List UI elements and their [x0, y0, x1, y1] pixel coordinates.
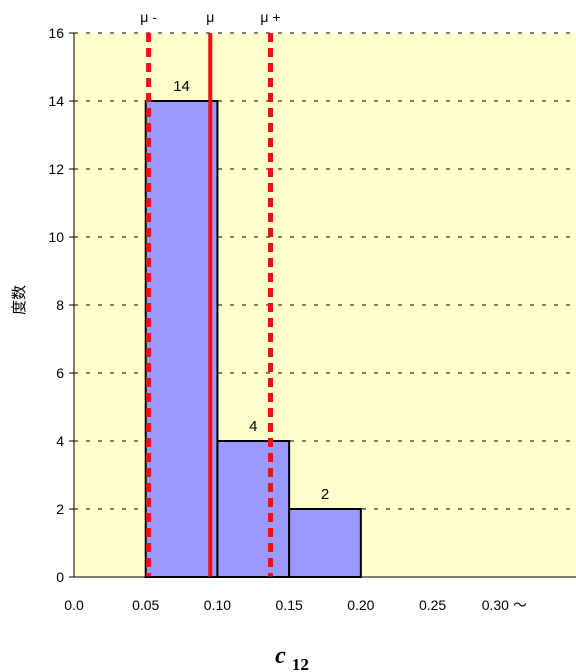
reference-line-labels: μ - μ μ +	[140, 9, 280, 25]
y-tick-label: 6	[56, 365, 64, 381]
data-label: 14	[173, 78, 190, 95]
y-tick-label: 0	[56, 569, 64, 585]
x-tick-label: 0.10	[204, 597, 231, 613]
reference-line-label: μ	[206, 9, 214, 25]
y-tick-label: 8	[56, 297, 64, 313]
x-tick-label: 0.20	[347, 597, 374, 613]
x-axis-label: c 12	[275, 643, 309, 672]
data-label: 4	[249, 418, 257, 435]
data-labels: 14 4 2	[173, 78, 329, 503]
y-tick-label: 12	[48, 161, 64, 177]
x-axis-label-subscript: 12	[292, 655, 309, 672]
y-tick-label: 4	[56, 433, 64, 449]
y-tick-labels: 0 2 4 6 8 10 12 14 16	[48, 25, 74, 585]
bar	[288, 508, 362, 578]
x-tick-label: 0.15	[276, 597, 303, 613]
reference-lines	[146, 33, 273, 577]
y-tick-label: 14	[48, 93, 64, 109]
x-tick-label: 0.0	[64, 597, 84, 613]
x-tick-labels: 0.0 0.05 0.10 0.15 0.20 0.25 0.30 ～	[64, 597, 527, 613]
bars	[144, 100, 362, 578]
reference-line-label: μ -	[140, 9, 157, 25]
reference-line-label: μ +	[260, 9, 280, 25]
y-axis-label: 度数	[11, 285, 28, 315]
x-tick-label: 0.30 ～	[482, 597, 527, 613]
data-label: 2	[321, 486, 329, 503]
y-tick-label: 16	[48, 25, 64, 41]
x-tick-label: 0.25	[419, 597, 446, 613]
x-tick-label: 0.05	[132, 597, 159, 613]
y-tick-label: 2	[56, 501, 64, 517]
x-axis-label-symbol: c	[275, 643, 286, 669]
y-tick-label: 10	[48, 229, 64, 245]
bar	[144, 100, 219, 578]
bar	[216, 440, 291, 578]
